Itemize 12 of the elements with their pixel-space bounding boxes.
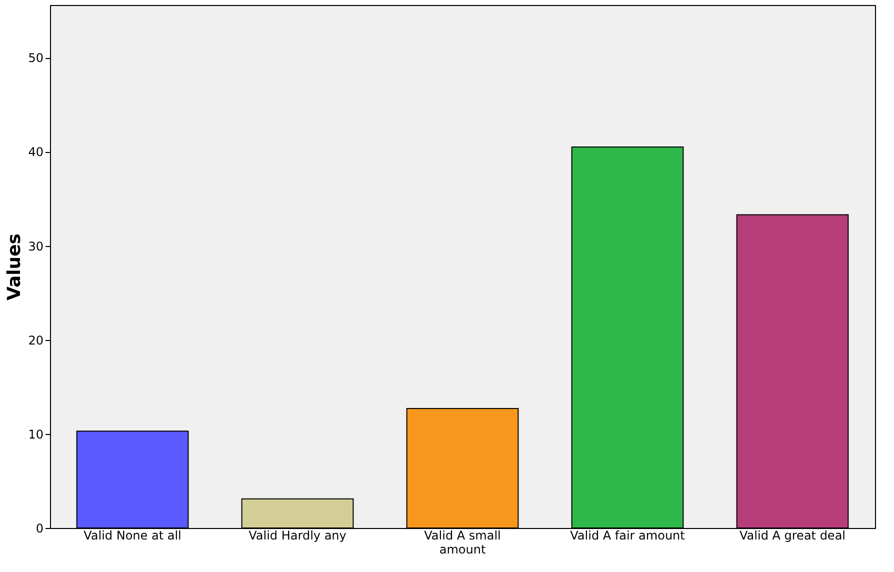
- x-tick-label: Valid A great deal: [740, 528, 846, 542]
- x-tick-label: Valid Hardly any: [248, 528, 346, 542]
- x-tick-label: Valid None at all: [84, 528, 182, 542]
- y-tick-label: 0: [36, 522, 44, 536]
- y-axis-title: Values: [4, 234, 26, 300]
- y-tick-label: 40: [28, 145, 44, 160]
- x-tick-label: Valid A small amount: [424, 528, 501, 556]
- x-tick-label: Valid A fair amount: [570, 528, 686, 542]
- y-tick-label: 10: [28, 427, 44, 442]
- y-tick-label: 20: [28, 333, 44, 348]
- y-tick-label: 30: [28, 239, 44, 254]
- y-tick-label: 50: [28, 51, 44, 66]
